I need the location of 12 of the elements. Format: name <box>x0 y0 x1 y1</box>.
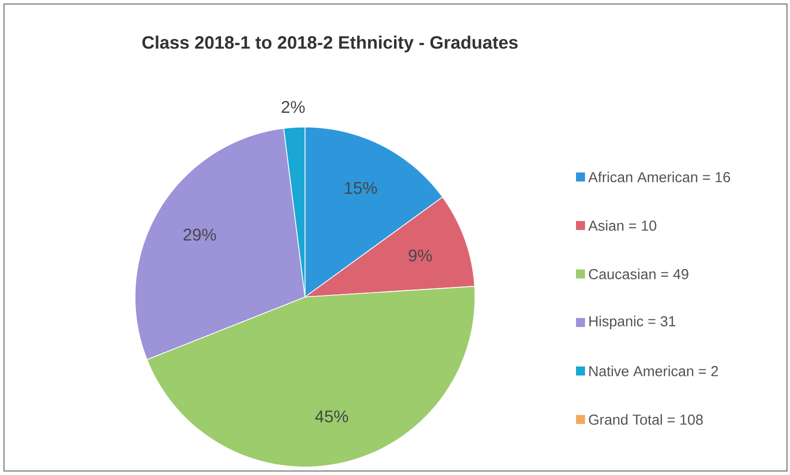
chart-title: Class 2018-1 to 2018-2 Ethnicity - Graduates <box>142 36 518 52</box>
data-label: 15% <box>344 182 377 194</box>
legend-label: Caucasian = 49 <box>588 268 688 280</box>
data-label: 2% <box>282 100 305 113</box>
data-label: 9% <box>408 250 432 262</box>
data-label: 29% <box>184 228 216 241</box>
legend-label: African American = 16 <box>588 172 730 182</box>
legend-label: Native American = 2 <box>589 366 718 376</box>
legend-label: Asian = 10 <box>588 220 656 231</box>
legend-label: Grand Total = 108 <box>588 414 703 425</box>
data-label: 45% <box>315 410 348 422</box>
legend-label: Hispanic = 31 <box>589 316 676 330</box>
